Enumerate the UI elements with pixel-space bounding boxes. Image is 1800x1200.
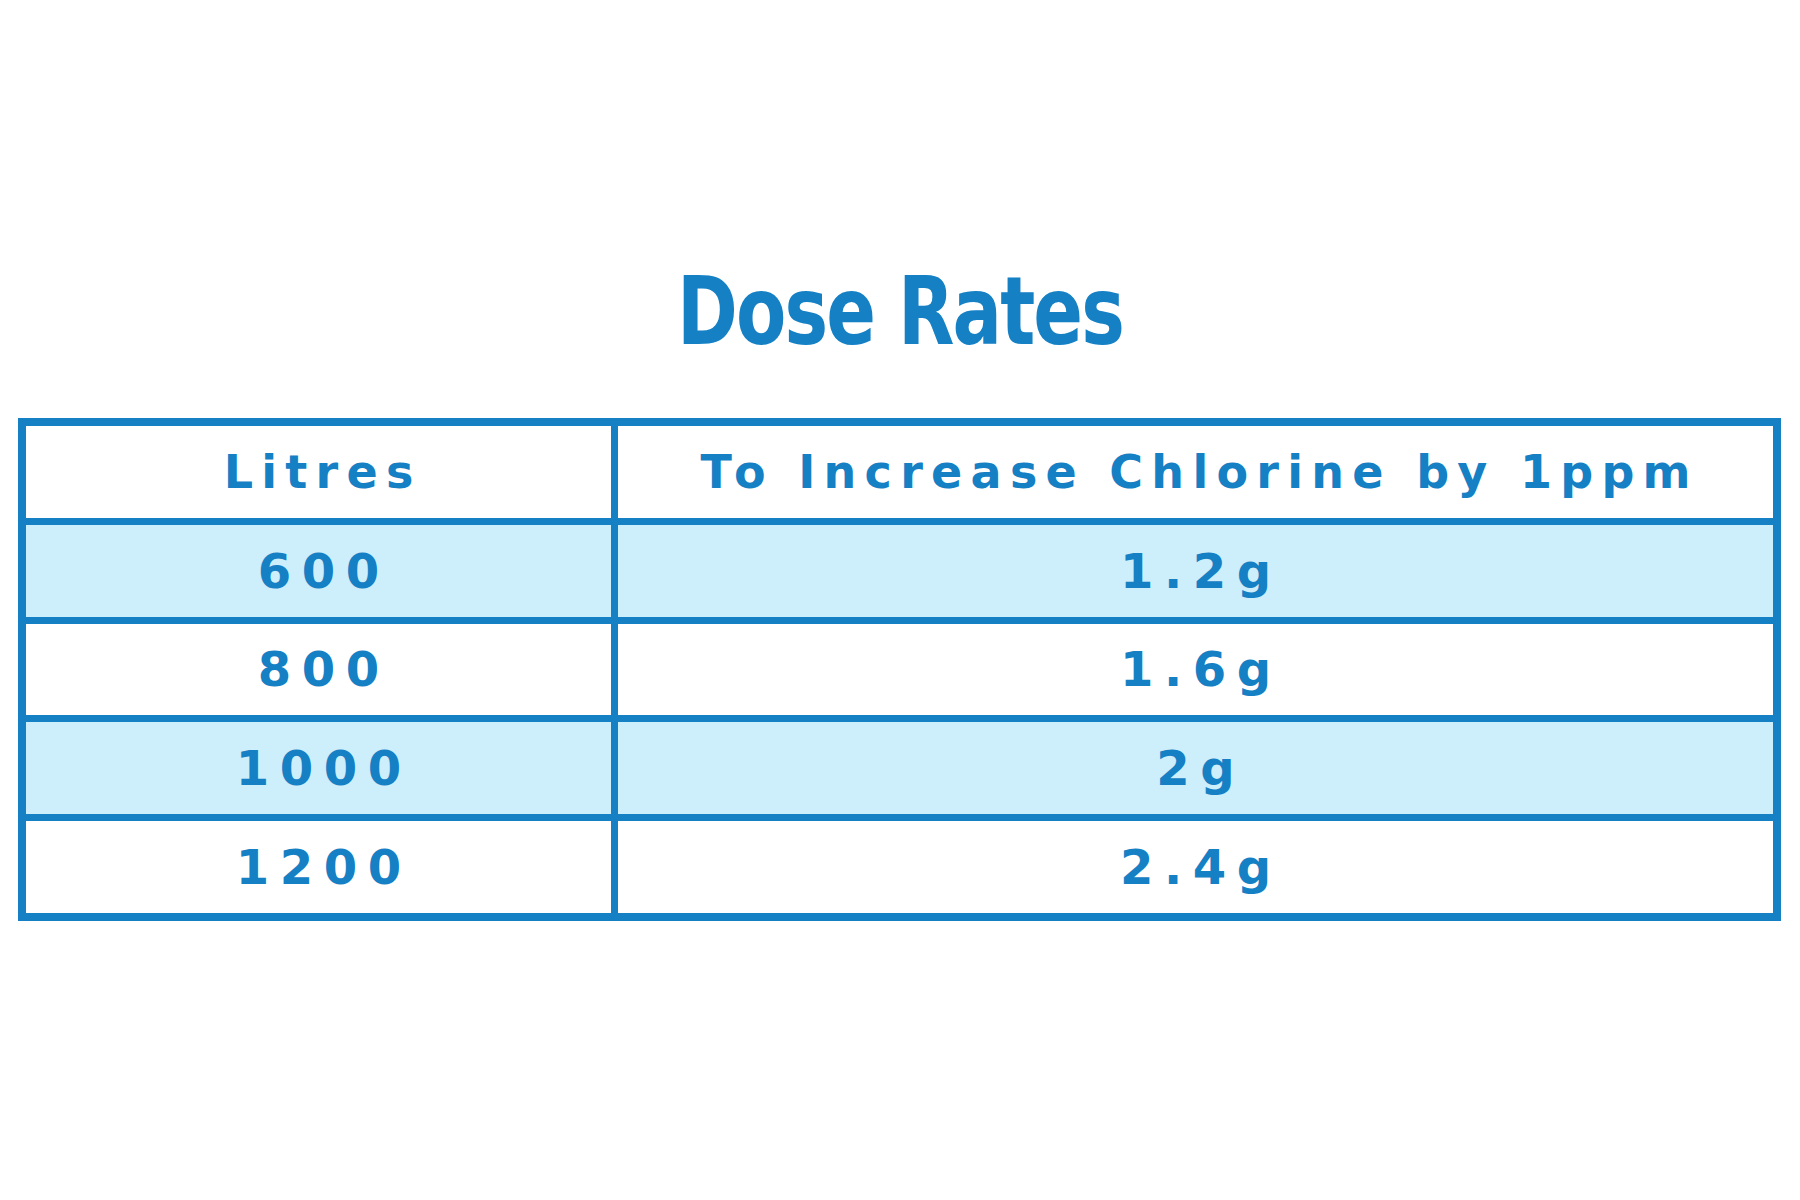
header-cell-dose: To Increase Chlorine by 1ppm <box>618 426 1773 518</box>
page-title: Dose Rates <box>198 262 1602 362</box>
cell-litres: 1200 <box>26 821 611 913</box>
cell-dose: 2.4g <box>618 821 1773 913</box>
cell-dose: 2g <box>618 722 1773 814</box>
cell-litres: 800 <box>26 624 611 716</box>
table-row: 1000 2g <box>26 722 1773 814</box>
table-header-row: Litres To Increase Chlorine by 1ppm <box>26 426 1773 518</box>
cell-dose: 1.6g <box>618 624 1773 716</box>
header-cell-litres: Litres <box>26 426 611 518</box>
dose-rates-table: Litres To Increase Chlorine by 1ppm 600 … <box>18 418 1781 921</box>
table-row: 1200 2.4g <box>26 821 1773 913</box>
cell-dose: 1.2g <box>618 525 1773 617</box>
table-row: 800 1.6g <box>26 624 1773 716</box>
cell-litres: 600 <box>26 525 611 617</box>
cell-litres: 1000 <box>26 722 611 814</box>
table-row: 600 1.2g <box>26 525 1773 617</box>
